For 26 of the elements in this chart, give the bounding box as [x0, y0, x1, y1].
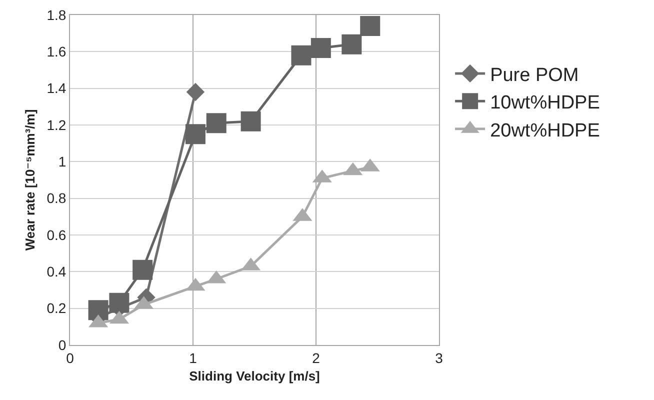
x-tick-label: 3	[435, 350, 444, 366]
y-tick-label: 1.2	[46, 116, 66, 133]
point	[185, 124, 206, 144]
point	[206, 113, 226, 134]
y-tick-label: 0.6	[46, 226, 66, 243]
y-tick-label: 1	[58, 154, 66, 170]
point	[360, 16, 380, 36]
x-tick-label: 1	[189, 350, 198, 366]
point	[186, 82, 205, 102]
legend-label: 20wt%HDPE	[490, 120, 600, 142]
x-tick-label: 2	[312, 350, 320, 366]
y-tick-label: 0.8	[46, 190, 66, 206]
point	[342, 34, 362, 54]
y-tick-label: 1.4	[46, 80, 66, 96]
point	[310, 38, 331, 58]
y-axis-title: Wear rate [10⁻⁵mm³/m]	[22, 109, 38, 251]
y-tick-label: 0.4	[46, 264, 66, 280]
legend-label: Pure POM	[490, 64, 579, 86]
y-tick-label: 1.8	[46, 6, 66, 23]
x-axis-title: Sliding Velocity [m/s]	[189, 368, 320, 384]
y-tick-label: 0	[58, 336, 66, 353]
y-tick-label: 1.6	[46, 44, 66, 60]
y-tick-label: 0.2	[46, 300, 66, 316]
legend-label: 10wt%HDPE	[490, 92, 600, 114]
point	[240, 111, 261, 132]
point	[291, 45, 312, 66]
